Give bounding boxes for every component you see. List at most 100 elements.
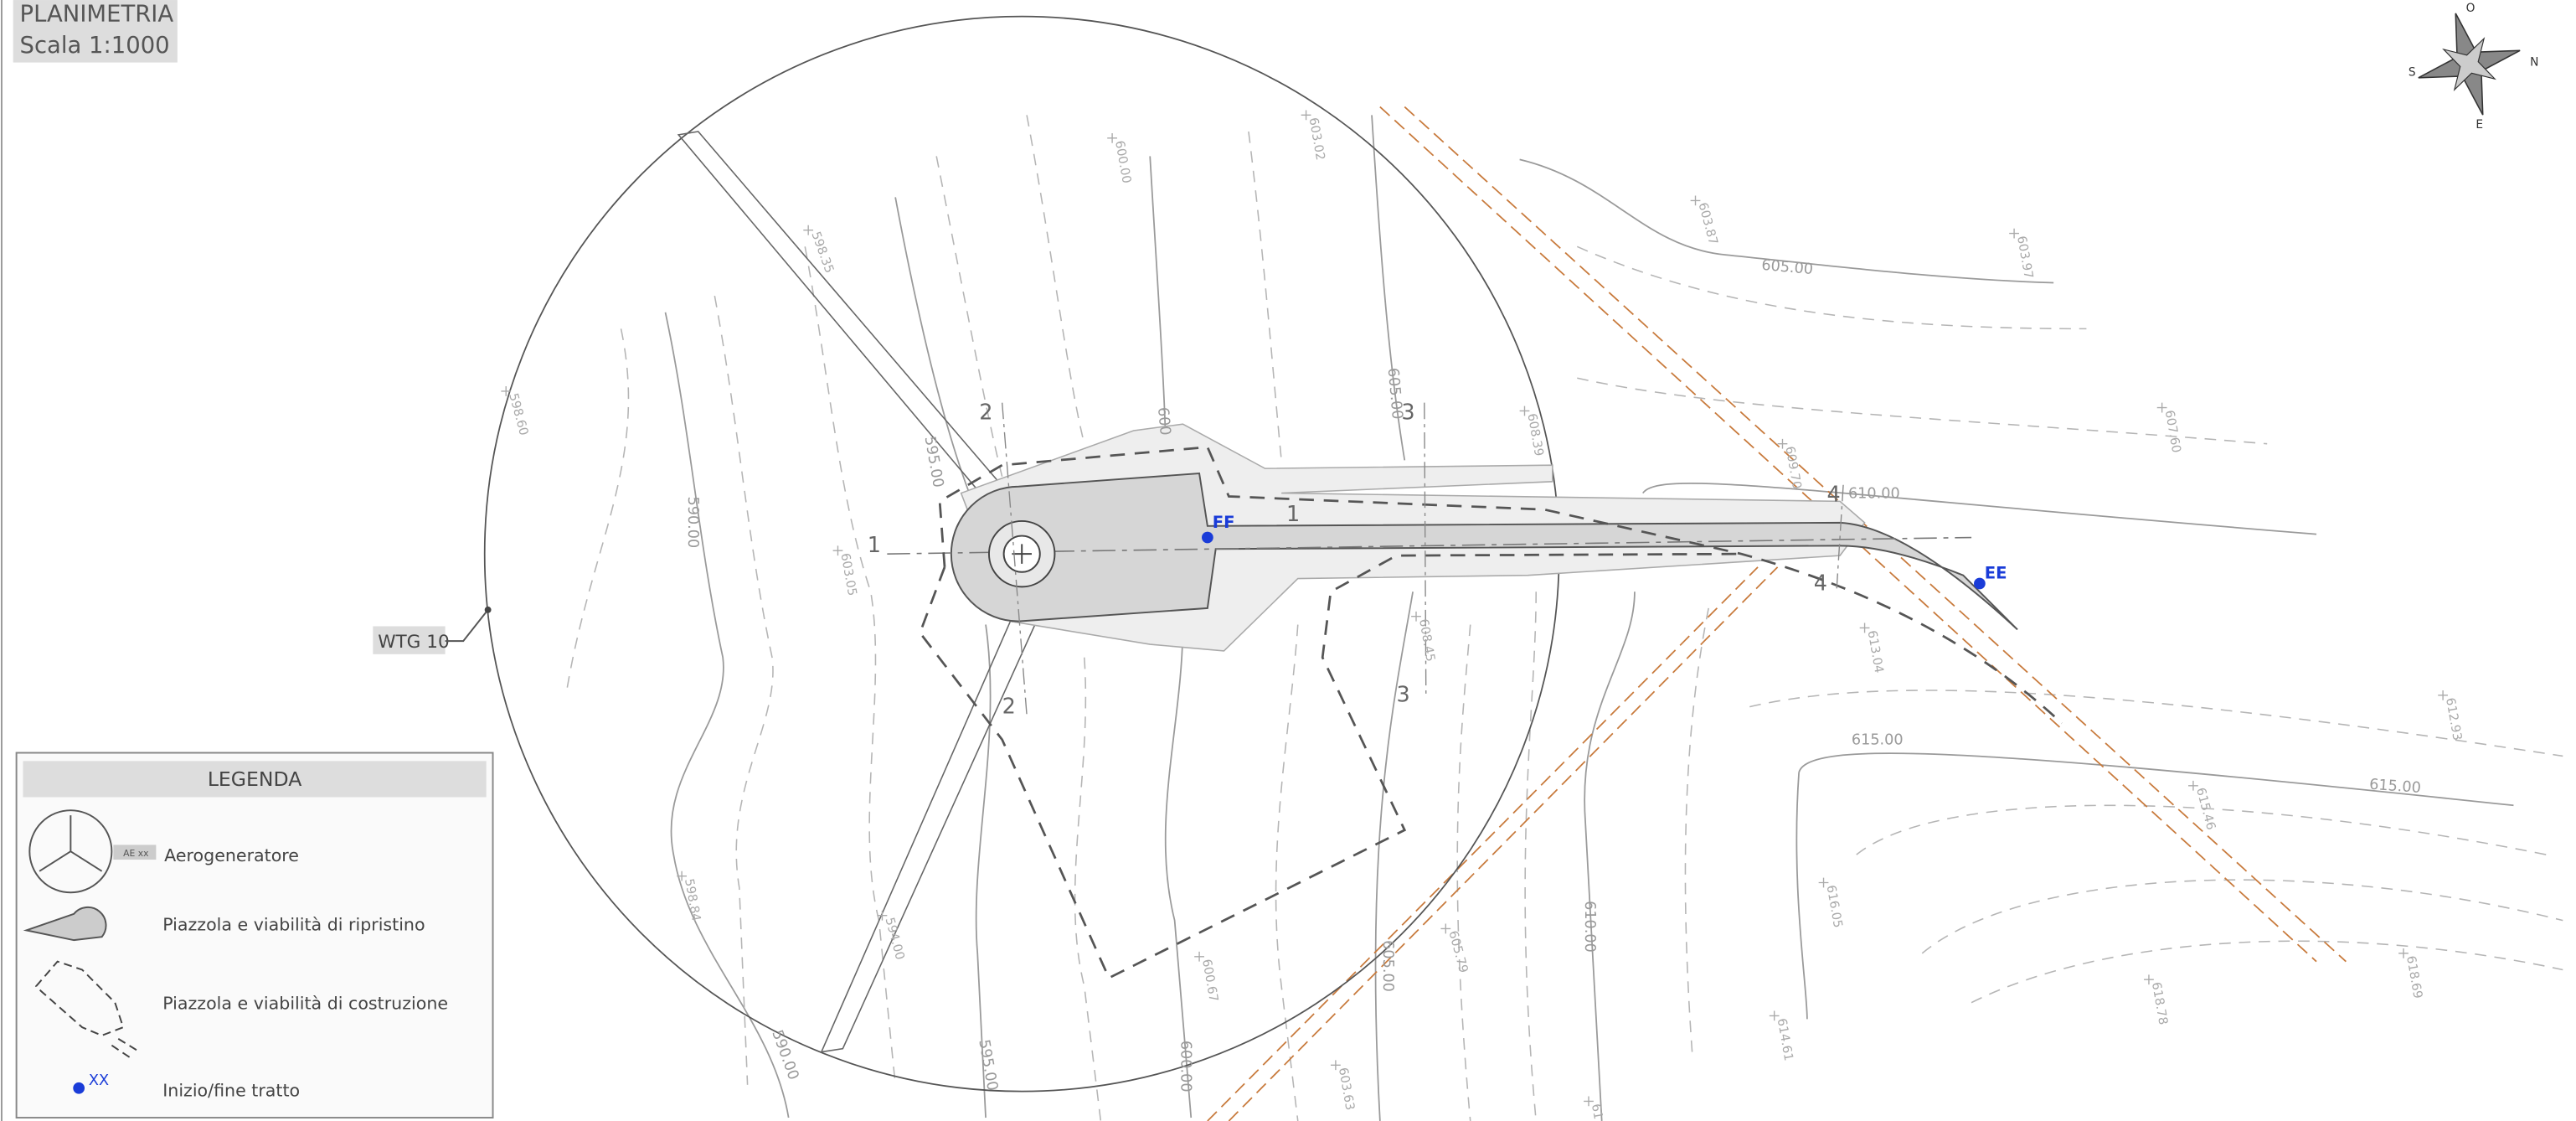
contour-label: 590.00 — [684, 496, 701, 548]
legend-tag-box — [113, 845, 157, 860]
spot-height: 609.70 — [1782, 445, 1804, 490]
spot-marker — [1440, 923, 1451, 934]
spot-height: 615.46 — [2193, 786, 2218, 831]
compass-label: S — [2409, 65, 2416, 79]
spot-height: 603.63 — [1336, 1067, 1358, 1112]
legend-tag: AE xx — [123, 848, 149, 859]
spot-height: 603.87 — [1696, 201, 1721, 246]
section-label: 2 — [1002, 694, 1016, 719]
blade — [677, 131, 1007, 501]
legend-pad-icon — [23, 906, 107, 942]
header-box — [13, 0, 178, 63]
spot-marker — [832, 545, 843, 556]
section-label: 2 — [979, 400, 992, 425]
spot-marker — [1411, 611, 1421, 622]
point-label: FF — [1213, 513, 1235, 532]
spot-marker — [677, 870, 688, 881]
spot-marker — [2438, 690, 2448, 700]
contour-label: 590.00 — [768, 1028, 801, 1082]
axis-line — [887, 536, 1972, 555]
spot-marker — [877, 910, 888, 921]
contour-label: 605.00 — [1761, 257, 1814, 278]
header-scale: Scala 1:1000 — [20, 33, 170, 59]
spot-marker — [1777, 438, 1788, 449]
spot-marker — [2009, 228, 2019, 239]
section-label: 3 — [1401, 400, 1414, 425]
spot-height: 616.05 — [1824, 884, 1846, 929]
legend-item: Inizio/fine tratto — [162, 1081, 300, 1101]
compass-label: O — [2466, 2, 2476, 15]
compass: O N E S — [2409, 2, 2538, 132]
spot-marker — [2188, 780, 2198, 791]
spot-height: 618.78 — [2149, 981, 2171, 1026]
legend-construction-icon — [34, 960, 141, 1060]
section-label: 1 — [1286, 502, 1300, 527]
spot-height: 607.60 — [2162, 409, 2184, 454]
spot-height: 605.79 — [1445, 929, 1471, 974]
spot-marker — [1769, 1010, 1780, 1021]
spot-marker — [1519, 406, 1530, 416]
contour-label: 600.00 — [1177, 1041, 1193, 1093]
turbine-leader — [445, 609, 489, 643]
spot-marker — [1818, 877, 1829, 888]
spot-height: 61 — [1589, 1103, 1605, 1120]
legend-marker: XX — [89, 1072, 109, 1089]
spot-marker — [1859, 622, 1870, 633]
point-label: EE — [1985, 564, 2007, 583]
point-marker — [1202, 531, 1213, 544]
contour-label: 610.00 — [1848, 485, 1900, 502]
turbine-label: WTG 10 — [378, 632, 450, 653]
section-label: 4 — [1814, 571, 1827, 596]
spot-height: 608.45 — [1416, 617, 1438, 663]
restoration-pad — [950, 472, 2018, 631]
spot-height: 600.67 — [1199, 958, 1221, 1003]
turbine-tag — [373, 626, 446, 654]
contour-label: 610.00 — [1581, 901, 1598, 953]
turbine-leader-dot — [484, 606, 492, 613]
contour-label: 605.00 — [1384, 367, 1405, 420]
compass-label: N — [2530, 56, 2538, 70]
spot-height: 603.02 — [1306, 116, 1328, 162]
section-label: 1 — [868, 533, 881, 558]
legend-item: Aerogeneratore — [164, 845, 299, 865]
spot-marker — [803, 225, 814, 235]
point-marker — [1974, 577, 1986, 590]
legend-point-icon — [73, 1082, 85, 1094]
spot-height: 603.05 — [837, 552, 859, 597]
spot-marker — [1690, 195, 1701, 206]
contour-label: 615.00 — [2368, 777, 2421, 797]
spot-height: 603.97 — [2014, 235, 2036, 280]
spot-height: 598.35 — [808, 230, 837, 275]
spot-height: 598.60 — [506, 392, 531, 437]
spot-marker — [1331, 1060, 1341, 1071]
legend-box — [15, 752, 494, 1119]
spot-marker — [1301, 110, 1311, 121]
contour-label: 595.00 — [921, 435, 946, 488]
section-label: 4 — [1826, 482, 1840, 507]
contour-label: 615.00 — [1852, 732, 1904, 749]
legend: LEGENDA AE xx Aerogeneratore Piazzola e … — [15, 752, 494, 1119]
construction-outline — [938, 446, 2063, 725]
contour-label: 600 — [1154, 406, 1173, 436]
construction-outline — [919, 552, 1742, 980]
contour-label: 605.00 — [1379, 940, 1396, 992]
compass-label: E — [2476, 118, 2483, 132]
spot-height: 608.39 — [1524, 412, 1546, 457]
spot-marker — [2398, 948, 2409, 958]
spot-height: 598.84 — [682, 877, 703, 922]
spot-marker — [1194, 951, 1204, 962]
legend-title: LEGENDA — [208, 767, 302, 791]
spot-heights: 600.00 603.02 598.35 598.60 603.05 603.87 603.… — [501, 110, 2465, 1120]
spot-marker — [501, 386, 512, 396]
spot-height: 612.93 — [2443, 697, 2465, 742]
header-title: PLANIMETRIA — [20, 2, 174, 28]
spot-marker — [2156, 402, 2167, 413]
legend-item: Piazzola e viabilità di costruzione — [162, 994, 448, 1014]
spot-height: 614.61 — [1775, 1017, 1796, 1062]
hub-cross — [1012, 544, 1032, 564]
spot-marker — [1584, 1096, 1594, 1107]
contours — [566, 115, 2563, 1121]
contour-label: 595.00 — [975, 1038, 1000, 1092]
blade — [820, 620, 1037, 1053]
